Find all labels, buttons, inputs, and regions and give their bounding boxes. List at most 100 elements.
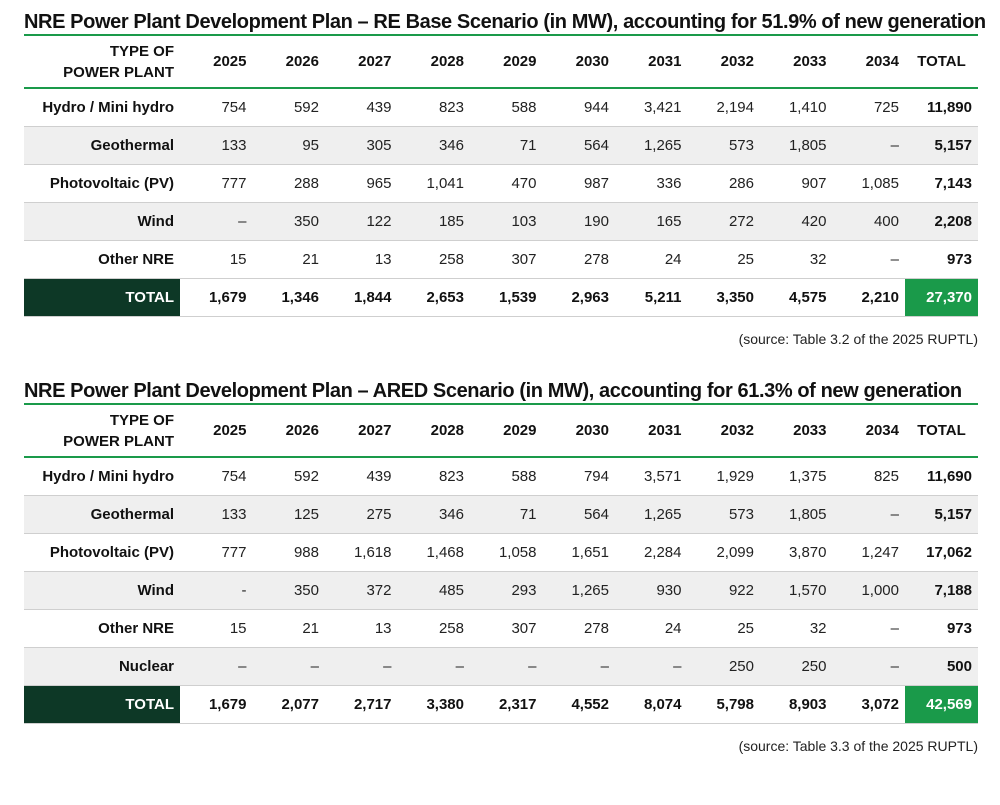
grand-total-cell: 4,575 (760, 278, 833, 317)
row-total: 2,208 (905, 202, 978, 241)
year-header: 2030 (575, 422, 609, 439)
table1: TYPE OF POWER PLANT 2025 2026 2027 2028 … (24, 34, 978, 317)
cell-value: 258 (397, 609, 470, 648)
row-total: 973 (905, 240, 978, 279)
row-total: 11,690 (905, 457, 978, 496)
grand-total-cell: 3,380 (397, 685, 470, 724)
cell-value: 21 (252, 240, 325, 279)
cell-value: 1,468 (397, 533, 470, 572)
table-row: Geothermal 133 125 275 346 71 564 1,265 573 1,805… (24, 495, 978, 534)
year-header: 2033 (793, 422, 827, 439)
cell-value: 21 (252, 609, 325, 648)
grand-total-label: TOTAL (24, 685, 180, 724)
cell-value: 564 (542, 126, 615, 165)
cell-value: 988 (252, 533, 325, 572)
year-header: 2025 (213, 53, 247, 70)
cell-value: 133 (180, 495, 253, 534)
table-row: Wind -350 372 485 293 1,265 930 922 1,570 1,000 7,… (24, 571, 978, 610)
grand-total-value: 27,370 (905, 278, 978, 317)
grand-total-cell: 8,074 (615, 685, 688, 724)
row-label: Hydro / Mini hydro (24, 457, 180, 496)
document: NRE Power Plant Development Plan – RE Ba… (24, 10, 986, 756)
cell-value: 250 (687, 647, 760, 686)
year-header: 2026 (285, 422, 319, 439)
cell-value: 185 (397, 202, 470, 241)
year-header: 2029 (503, 422, 537, 439)
cell-value: – (180, 202, 253, 241)
cell-value: – (252, 647, 325, 686)
type-header-line2: POWER PLANT (63, 63, 174, 81)
cell-value: – (180, 647, 253, 686)
grand-total-row: TOTAL 1,679 1,346 1,844 2,653 1,539 2,963 5,211… (24, 278, 978, 317)
cell-value: 258 (397, 240, 470, 279)
table1-section: NRE Power Plant Development Plan – RE Ba… (24, 10, 986, 349)
year-header: 2032 (720, 422, 754, 439)
cell-value: 592 (252, 88, 325, 127)
cell-value: 485 (397, 571, 470, 610)
cell-value: 930 (615, 571, 688, 610)
grand-total-cell: 2,653 (397, 278, 470, 317)
cell-value: 825 (832, 457, 905, 496)
cell-value: – (397, 647, 470, 686)
cell-value: 3,421 (615, 88, 688, 127)
table1-header-row: TYPE OF POWER PLANT 2025 2026 2027 2028 … (24, 35, 978, 88)
cell-value: – (470, 647, 543, 686)
cell-value: 15 (180, 609, 253, 648)
year-header: 2031 (648, 53, 682, 70)
cell-value: 1,618 (325, 533, 398, 572)
cell-value: – (832, 647, 905, 686)
table1-source-note: (source: Table 3.2 of the 2025 RUPTL) (738, 331, 978, 347)
cell-value: 573 (687, 126, 760, 165)
cell-value: 372 (325, 571, 398, 610)
table2: TYPE OF POWER PLANT 2025 2026 2027 2028 … (24, 403, 978, 724)
cell-value: 794 (542, 457, 615, 496)
row-total: 7,188 (905, 571, 978, 610)
cell-value: 470 (470, 164, 543, 203)
grand-total-cell: 1,679 (180, 685, 253, 724)
cell-value: 13 (325, 609, 398, 648)
cell-value: 250 (760, 647, 833, 686)
cell-value: – (615, 647, 688, 686)
year-header: 2031 (648, 422, 682, 439)
grand-total-label: TOTAL (24, 278, 180, 317)
table1-title: NRE Power Plant Development Plan – RE Ba… (24, 11, 986, 33)
row-total: 500 (905, 647, 978, 686)
cell-value: 725 (832, 88, 905, 127)
cell-value: – (832, 126, 905, 165)
row-label: Photovoltaic (PV) (24, 533, 180, 572)
cell-value: 1,805 (760, 495, 833, 534)
cell-value: 1,651 (542, 533, 615, 572)
cell-value: 1,265 (542, 571, 615, 610)
cell-value: 823 (397, 88, 470, 127)
row-label: Geothermal (24, 126, 180, 165)
table-row: Wind –350 122 185 103 190 165 272 420 400 2,208 (24, 202, 978, 241)
cell-value: 922 (687, 571, 760, 610)
cell-value: 439 (325, 88, 398, 127)
cell-value: – (832, 495, 905, 534)
row-label: Wind (24, 571, 180, 610)
year-header: 2032 (720, 53, 754, 70)
cell-value: 588 (470, 88, 543, 127)
grand-total-cell: 1,346 (252, 278, 325, 317)
cell-value: 24 (615, 240, 688, 279)
grand-total-cell: 2,077 (252, 685, 325, 724)
cell-value: 754 (180, 457, 253, 496)
cell-value: 400 (832, 202, 905, 241)
grand-total-cell: 3,350 (687, 278, 760, 317)
cell-value: 122 (325, 202, 398, 241)
row-label: Nuclear (24, 647, 180, 686)
cell-value: 439 (325, 457, 398, 496)
cell-value: 133 (180, 126, 253, 165)
cell-value: 592 (252, 457, 325, 496)
year-header: 2028 (430, 422, 464, 439)
cell-value: 286 (687, 164, 760, 203)
cell-value: 1,000 (832, 571, 905, 610)
cell-value: 573 (687, 495, 760, 534)
cell-value: 944 (542, 88, 615, 127)
cell-value: 1,247 (832, 533, 905, 572)
year-header: 2026 (285, 53, 319, 70)
year-header: 2030 (575, 53, 609, 70)
grand-total-cell: 2,210 (832, 278, 905, 317)
cell-value: 336 (615, 164, 688, 203)
cell-value: 32 (760, 240, 833, 279)
